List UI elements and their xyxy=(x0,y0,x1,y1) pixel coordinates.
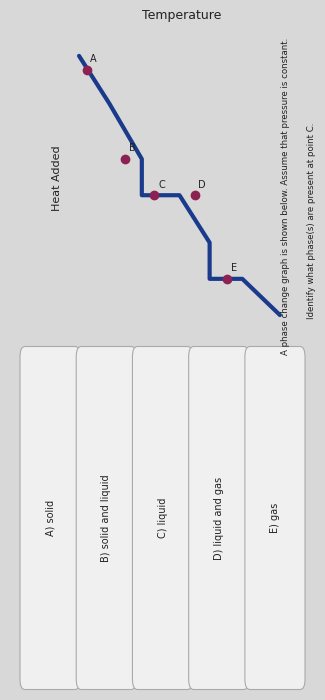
Text: D: D xyxy=(198,180,206,190)
Text: E) gas: E) gas xyxy=(270,503,280,533)
Text: Temperature: Temperature xyxy=(142,9,222,22)
Text: C: C xyxy=(158,180,165,190)
Text: B) solid and liquid: B) solid and liquid xyxy=(101,474,111,562)
Text: Identify what phase(s) are present at point C.: Identify what phase(s) are present at po… xyxy=(307,122,317,318)
Text: D) liquid and gas: D) liquid and gas xyxy=(214,477,224,559)
Text: C) liquid: C) liquid xyxy=(158,498,167,538)
Text: A) solid: A) solid xyxy=(45,500,55,536)
Text: B: B xyxy=(129,144,136,153)
Text: A: A xyxy=(90,54,97,64)
Text: Heat Added: Heat Added xyxy=(52,146,62,211)
Text: A phase change graph is shown below. Assume that pressure is constant.: A phase change graph is shown below. Ass… xyxy=(281,37,291,355)
Text: E: E xyxy=(231,263,237,273)
